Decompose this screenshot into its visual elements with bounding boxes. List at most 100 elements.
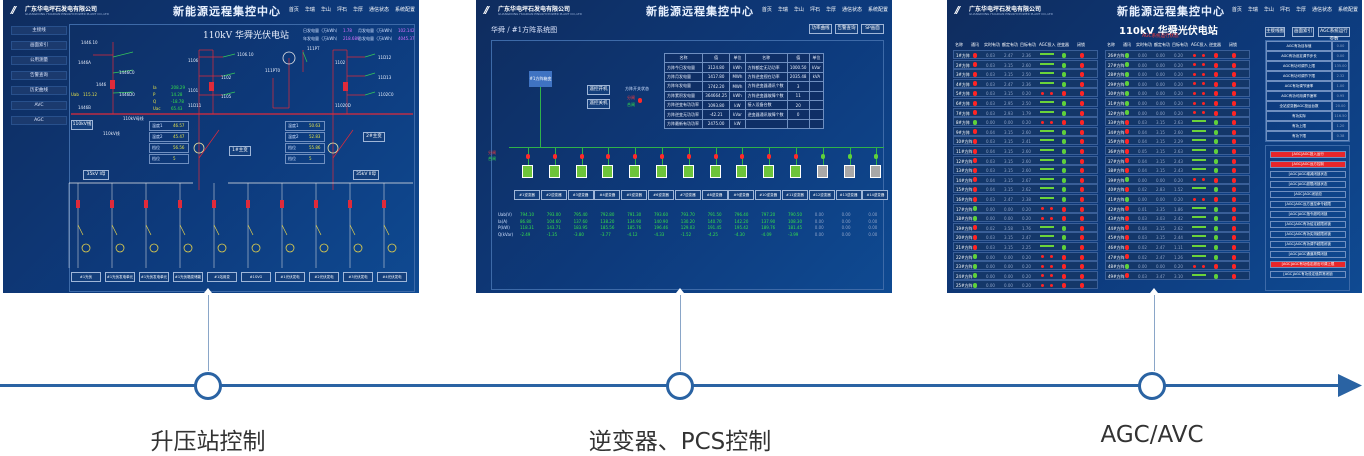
inverter-icon[interactable]	[575, 165, 587, 178]
feeder-breaker[interactable]	[76, 200, 80, 208]
agc-off-indicator[interactable]	[1202, 111, 1205, 115]
agc-enabled-bar[interactable]	[1192, 225, 1206, 228]
inverter-icon[interactable]	[602, 165, 614, 178]
agc-enabled-bar[interactable]	[1192, 216, 1206, 219]
nav-item[interactable]: 华瑞	[1247, 7, 1258, 13]
nav-item[interactable]: 华厚	[352, 7, 363, 13]
agc-enabled-bar[interactable]	[1192, 235, 1206, 238]
feeder-device[interactable]	[353, 243, 363, 253]
inverter-icon[interactable]	[816, 165, 828, 178]
agc-off-indicator[interactable]	[1041, 207, 1044, 211]
header-button[interactable]: SP画面	[861, 24, 884, 34]
inverter-button[interactable]: #6逆变器	[648, 190, 674, 200]
nav-item[interactable]: 首页	[761, 7, 772, 13]
nav-item[interactable]: 通信状态	[1311, 7, 1332, 13]
feeder-device[interactable]	[285, 243, 295, 253]
agc-off-indicator[interactable]	[1202, 91, 1205, 95]
agc-enabled-bar[interactable]	[1040, 168, 1054, 171]
agc-off-indicator[interactable]	[1050, 274, 1053, 278]
agc-enabled-bar[interactable]	[1192, 206, 1206, 209]
feeder-button[interactable]: #4光伏发电	[377, 272, 407, 282]
agc-enabled-bar[interactable]	[1040, 187, 1054, 190]
agc-enabled-bar[interactable]	[1040, 149, 1054, 151]
nav-item[interactable]: 首页	[288, 7, 299, 13]
main-transformer[interactable]	[327, 142, 339, 154]
agc-off-indicator[interactable]	[1050, 283, 1053, 287]
feeder-button[interactable]: #1光伏发电单元	[105, 272, 135, 282]
inverter-icon[interactable]	[870, 165, 882, 178]
agc-enabled-bar[interactable]	[1192, 158, 1206, 161]
agc-off-indicator[interactable]	[1202, 101, 1205, 105]
breaker[interactable]	[209, 82, 214, 91]
feeder-button[interactable]: #3光伏发电	[343, 272, 373, 282]
feeder-breaker[interactable]	[314, 200, 318, 208]
agc-enabled-bar[interactable]	[1040, 235, 1054, 238]
feeder-device[interactable]	[183, 243, 193, 253]
feeder-breaker[interactable]	[348, 200, 352, 208]
nav-item[interactable]: 华山	[1263, 7, 1274, 13]
agc-off-indicator[interactable]	[1193, 72, 1196, 76]
agc-enabled-bar[interactable]	[1040, 245, 1054, 247]
feeder-device[interactable]	[319, 243, 329, 253]
agc-enabled-bar[interactable]	[1040, 177, 1054, 180]
inverter-button[interactable]: #10逆变器	[755, 190, 782, 200]
agc-enabled-bar[interactable]	[1040, 72, 1054, 75]
agc-off-indicator[interactable]	[1193, 82, 1196, 86]
header-button[interactable]: 功率曲线	[809, 24, 832, 34]
nav-item[interactable]: 系统配置	[394, 7, 415, 13]
nav-item[interactable]: 坪石	[809, 7, 820, 13]
feeder-breaker[interactable]	[110, 200, 114, 208]
feeder-button[interactable]: #1站用变	[207, 272, 237, 282]
sidebar-item[interactable]: 公用测量	[11, 56, 67, 65]
bus-button[interactable]: 35kV II母	[353, 170, 379, 180]
inverter-icon[interactable]	[763, 165, 775, 178]
inverter-button[interactable]: #13逆变器	[835, 190, 862, 200]
agc-off-indicator[interactable]	[1041, 91, 1044, 95]
sidebar-item[interactable]: 主接线	[11, 26, 67, 35]
agc-off-indicator[interactable]	[1041, 120, 1044, 124]
nav-item[interactable]: 通信状态	[841, 7, 862, 13]
agc-off-indicator[interactable]	[1202, 178, 1205, 182]
nav-item[interactable]: 系统配置	[867, 7, 888, 13]
feeder-breaker[interactable]	[246, 200, 250, 208]
inverter-button[interactable]: #3逆变器	[567, 190, 594, 200]
agc-enabled-bar[interactable]	[1192, 149, 1206, 151]
inverter-icon[interactable]	[522, 165, 533, 178]
inverter-button[interactable]: #14逆变器	[862, 190, 889, 200]
feeder-button[interactable]: #2光伏发电	[309, 272, 339, 282]
inverter-button[interactable]: #12逆变器	[808, 190, 835, 200]
agc-enabled-bar[interactable]	[1040, 129, 1054, 132]
nav-item[interactable]: 坪石	[1279, 7, 1290, 13]
agc-enabled-bar[interactable]	[1040, 62, 1054, 65]
breaker[interactable]	[343, 82, 348, 91]
inverter-icon[interactable]	[656, 165, 667, 178]
header-button[interactable]: AGC系统运行参数	[1318, 27, 1350, 42]
feeder-device[interactable]	[115, 243, 125, 253]
agc-off-indicator[interactable]	[1041, 216, 1044, 220]
nav-item[interactable]: 系统配置	[1337, 7, 1358, 13]
feeder-button[interactable]: #1光伏发电	[275, 272, 305, 282]
sidebar-item[interactable]: 历史曲线	[11, 86, 67, 95]
agc-enabled-bar[interactable]	[1040, 225, 1054, 228]
agc-off-indicator[interactable]	[1193, 111, 1196, 115]
agc-off-indicator[interactable]	[1193, 53, 1196, 57]
bus-button[interactable]: 35kV I母	[83, 170, 109, 180]
pt-transformer[interactable]	[282, 51, 296, 65]
agc-off-indicator[interactable]	[1193, 63, 1196, 67]
sidebar-item[interactable]: 画面索引	[11, 41, 67, 50]
agc-enabled-bar[interactable]	[1192, 245, 1206, 247]
agc-enabled-bar[interactable]	[1192, 254, 1206, 257]
inverter-button[interactable]: #11逆变器	[782, 190, 808, 200]
agc-off-indicator[interactable]	[1041, 283, 1044, 287]
inverter-icon[interactable]	[548, 165, 560, 178]
nav-item[interactable]: 坪石	[336, 7, 347, 13]
nav-item[interactable]: 首页	[1231, 7, 1242, 13]
inverter-button[interactable]: #4逆变器	[594, 190, 621, 200]
header-button[interactable]: 画面索引	[1292, 27, 1314, 37]
agc-off-indicator[interactable]	[1050, 255, 1053, 259]
feeder-breaker[interactable]	[382, 200, 386, 208]
agc-enabled-bar[interactable]	[1040, 101, 1054, 103]
agc-off-indicator[interactable]	[1050, 207, 1053, 211]
transformer-button[interactable]: 1#主变	[229, 146, 251, 156]
agc-off-indicator[interactable]	[1193, 197, 1196, 201]
